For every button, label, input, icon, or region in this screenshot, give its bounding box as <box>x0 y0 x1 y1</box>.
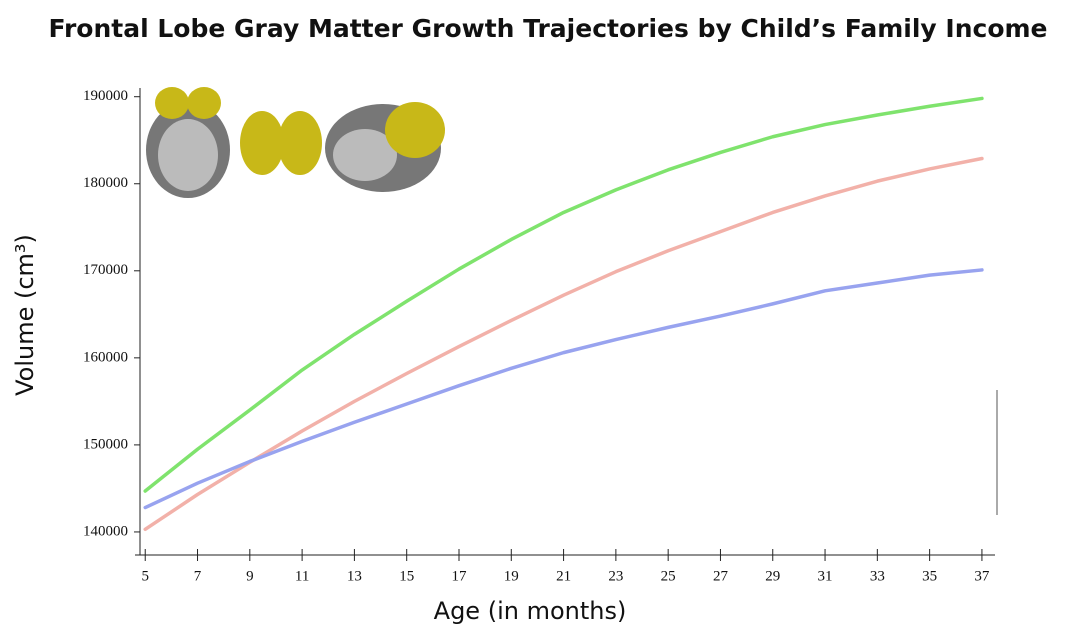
chart-title: Frontal Lobe Gray Matter Growth Trajecto… <box>48 14 1047 43</box>
line-series <box>143 156 984 532</box>
line-series <box>143 96 984 493</box>
x-tick-label: 25 <box>661 568 676 584</box>
x-tick-label: 29 <box>765 568 780 584</box>
x-tick-label: 31 <box>818 568 833 584</box>
x-tick-label: 23 <box>608 568 623 584</box>
x-tick-label: 5 <box>141 568 149 584</box>
line-series <box>143 268 984 510</box>
x-tick-label: 35 <box>922 568 937 584</box>
y-tick-label: 140000 <box>83 523 128 539</box>
x-tick-label: 27 <box>713 568 729 584</box>
x-tick-label: 17 <box>451 568 467 584</box>
x-tick-label: 37 <box>974 568 990 584</box>
x-tick-label: 13 <box>347 568 362 584</box>
brain-images <box>146 87 445 198</box>
y-tick-label: 180000 <box>83 175 128 191</box>
x-tick-label: 9 <box>246 568 254 584</box>
x-tick-label: 15 <box>399 568 414 584</box>
x-axis-label: Age (in months) <box>434 597 627 625</box>
y-tick-label: 170000 <box>83 262 128 278</box>
y-tick-label: 150000 <box>83 436 128 452</box>
y-tick-label: 190000 <box>83 88 128 104</box>
y-tick-label: 160000 <box>83 349 128 365</box>
x-tick-label: 33 <box>870 568 885 584</box>
y-axis-label: Volume (cm³) <box>11 234 39 396</box>
x-tick-label: 11 <box>295 568 309 584</box>
x-tick-label: 21 <box>556 568 571 584</box>
x-tick-label: 7 <box>194 568 202 584</box>
x-tick-label: 19 <box>504 568 519 584</box>
